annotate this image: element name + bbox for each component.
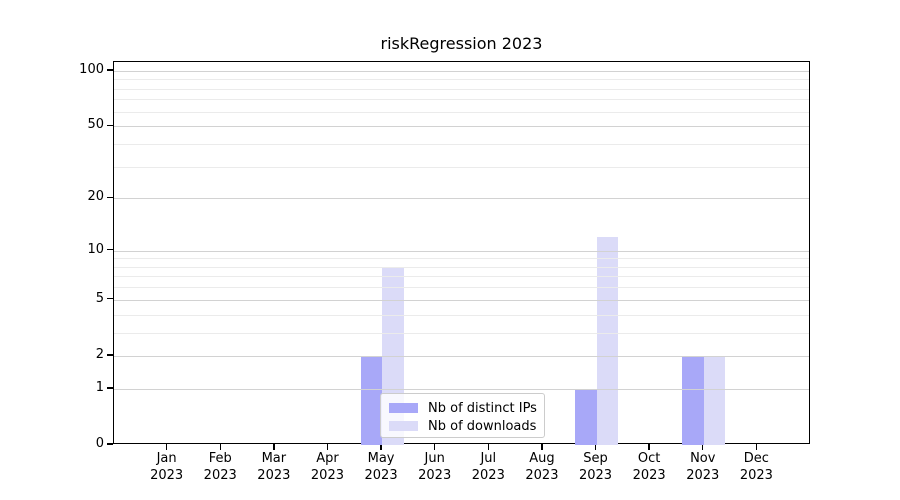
gridline-major [114, 388, 809, 390]
legend-label-downloads: Nb of downloads [428, 418, 537, 434]
gridline-major [114, 299, 809, 301]
x-axis-tick [755, 444, 758, 450]
y-axis-tick-label: 100 [79, 61, 104, 77]
legend-label-distinct-ips: Nb of distinct IPs [428, 400, 537, 416]
x-axis-tick [433, 444, 436, 450]
y-axis-tick [107, 248, 113, 251]
gridline-minor [114, 266, 809, 268]
bar-downloads [703, 355, 726, 445]
gridline-major [114, 355, 809, 357]
x-axis-tick-label: Mar 2023 [257, 451, 291, 483]
legend-row: Nb of distinct IPs [389, 399, 537, 417]
gridline-minor [114, 99, 809, 101]
gridline-minor [114, 79, 809, 81]
y-axis-tick-label: 2 [95, 346, 104, 362]
y-axis-tick-label: 20 [87, 189, 104, 205]
bar-distinct-ips [575, 388, 597, 445]
x-axis-tick-label: Nov 2023 [686, 451, 720, 483]
x-axis-tick-label: Oct 2023 [632, 451, 666, 483]
bar-distinct-ips [360, 355, 383, 445]
x-axis-tick-label: May 2023 [364, 451, 398, 483]
x-axis-tick [219, 444, 221, 450]
y-axis-tick [107, 443, 113, 445]
chart-title: riskRegression 2023 [380, 34, 543, 53]
y-axis-tick [107, 196, 113, 198]
y-axis-tick-label: 10 [87, 241, 104, 257]
x-axis-tick-label: Jul 2023 [471, 451, 505, 483]
x-axis-tick [165, 444, 168, 450]
x-axis-tick [380, 444, 382, 450]
x-axis-tick [273, 444, 275, 450]
x-axis-tick [648, 444, 650, 450]
y-axis-tick-label: 0 [95, 436, 104, 451]
gridline-major [114, 250, 809, 252]
gridline-major [114, 198, 809, 200]
gridline-minor [114, 166, 809, 168]
x-axis-tick-label: Apr 2023 [310, 451, 344, 483]
x-axis-tick-label: Feb 2023 [203, 451, 237, 483]
legend-row: Nb of downloads [389, 417, 536, 435]
y-axis-tick-label: 5 [95, 290, 104, 306]
legend-swatch-downloads-icon [389, 421, 418, 431]
y-axis-tick-label: 1 [95, 379, 104, 395]
gridline-minor [114, 287, 809, 289]
y-axis-tick [107, 69, 113, 71]
x-axis-tick [487, 444, 489, 450]
x-axis-tick-label: Sep 2023 [578, 451, 613, 483]
gridline-minor [114, 332, 809, 334]
gridline-major [114, 70, 809, 72]
gridline-major [114, 126, 809, 128]
y-axis-tick [107, 124, 113, 126]
bar-downloads [596, 237, 618, 445]
y-axis-tick-label: 50 [87, 117, 104, 133]
x-axis-tick [702, 444, 704, 450]
x-axis-tick [326, 444, 329, 450]
x-axis-tick-label: Jan 2023 [150, 451, 184, 483]
x-axis-tick [541, 444, 543, 450]
x-axis-tick-label: Dec 2023 [739, 451, 773, 483]
legend-swatch-distinct-ips-icon [389, 403, 418, 413]
legend: Nb of distinct IPs Nb of downloads [380, 393, 545, 438]
gridline-minor [114, 143, 809, 145]
x-axis-tick-label: Aug 2023 [525, 451, 559, 483]
y-axis-tick [107, 298, 113, 300]
plot-area [113, 61, 810, 445]
gridline-minor [114, 276, 809, 278]
x-axis-tick [594, 444, 597, 450]
y-axis-tick [107, 387, 113, 389]
y-axis-tick [107, 354, 113, 356]
gridline-minor [114, 258, 809, 260]
gridline-minor [114, 88, 809, 90]
x-axis-tick-label: Jun 2023 [418, 451, 452, 483]
gridline-minor [114, 314, 809, 316]
gridline-minor [114, 111, 809, 113]
bar-distinct-ips [682, 355, 704, 445]
